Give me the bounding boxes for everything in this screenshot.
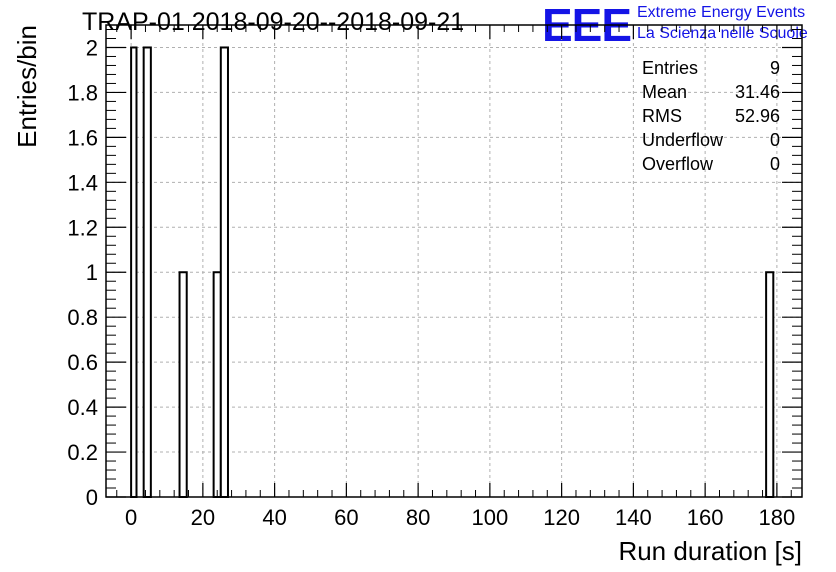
x-tick-label: 20 [191,505,215,530]
x-tick-label: 60 [334,505,358,530]
stat-value: 31.46 [734,82,780,102]
y-tick-label: 0.6 [67,350,98,375]
stat-row-overflow: Overflow 0 [642,154,780,178]
y-tick-label: 1.4 [67,170,98,195]
stat-label: Overflow [642,154,714,174]
stat-value: 52.96 [734,106,780,126]
x-tick-label: 160 [687,505,724,530]
histogram-bin [219,46,229,498]
histogram-bin [765,271,775,498]
tick-labels: 0 20 40 60 80 100 120 140 160 18000.20.40.60.811.… [67,35,795,530]
x-axis-label: Run duration [s] [618,536,802,566]
stat-value: 0 [769,130,780,150]
y-tick-label: 0.8 [67,305,98,330]
x-tick-label: 100 [472,505,509,530]
x-tick-label: 120 [543,505,580,530]
y-tick-label: 0 [86,485,98,510]
x-tick-label: 80 [406,505,430,530]
stat-row-underflow: Underflow 0 [642,130,780,154]
histogram-bin [130,46,138,498]
logo-line-2: La Scienza nelle Scuole [637,25,808,42]
stat-value: 0 [769,154,780,174]
stats-box: Entries 9 Mean 31.46 RMS 52.96 Underflow… [642,58,780,178]
axis-ticks [106,25,802,498]
stat-label: RMS [642,106,682,126]
x-tick-label: 0 [125,505,137,530]
histogram-bin [212,271,222,498]
histogram-bin [178,271,188,498]
x-tick-label: 40 [262,505,286,530]
stat-row-entries: Entries 9 [642,58,780,82]
x-tick-label: 180 [759,505,796,530]
y-tick-label: 1.8 [67,80,98,105]
y-tick-label: 2 [86,35,98,60]
y-tick-label: 0.2 [67,440,98,465]
stat-row-rms: RMS 52.96 [642,106,780,130]
stat-label: Underflow [642,130,724,150]
histogram-bars [130,46,775,498]
plot-frame [105,24,803,498]
stat-value: 9 [769,58,780,78]
logo-line-1: Extreme Energy Events [637,4,806,21]
stat-label: Entries [642,58,699,78]
histogram-bin [142,46,152,498]
y-tick-label: 1.2 [67,215,98,240]
stat-row-mean: Mean 31.46 [642,82,780,106]
x-tick-label: 140 [615,505,652,530]
y-tick-label: 1.6 [67,125,98,150]
stat-label: Mean [642,82,688,102]
y-axis-label: Entries/bin [12,25,42,148]
y-tick-label: 0.4 [67,395,98,420]
y-tick-label: 1 [86,260,98,285]
